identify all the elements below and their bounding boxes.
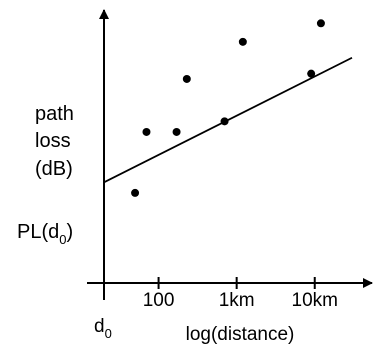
data-point-5	[307, 70, 315, 78]
origin-label-base: d	[94, 316, 105, 337]
data-point-4	[239, 38, 247, 46]
x-tick-label-0: 100	[143, 290, 175, 311]
x-tick-label-2: 10km	[292, 290, 338, 311]
data-point-3	[183, 75, 191, 83]
origin-label: d0	[94, 316, 112, 341]
intercept-label-tail: )	[66, 221, 73, 243]
y-axis-label-line-1: path	[35, 103, 74, 125]
data-point-7	[221, 117, 229, 125]
data-points	[131, 19, 325, 197]
intercept-label: PL(d0)	[17, 221, 73, 247]
origin-label-subscript: 0	[105, 326, 112, 341]
data-point-0	[131, 189, 139, 197]
data-point-6	[317, 19, 325, 27]
intercept-label-base: PL(d	[17, 221, 59, 243]
x-tick-label-1: 1km	[219, 290, 255, 311]
y-axis-label-line-2: loss	[35, 130, 71, 152]
x-tick-labels: 100 1km 10km	[143, 290, 338, 311]
data-point-1	[142, 128, 150, 136]
data-point-2	[173, 128, 181, 136]
y-axis-label-line-3: (dB)	[35, 158, 73, 180]
intercept-label-subscript: 0	[59, 232, 66, 247]
x-axis-label: log(distance)	[186, 324, 295, 345]
